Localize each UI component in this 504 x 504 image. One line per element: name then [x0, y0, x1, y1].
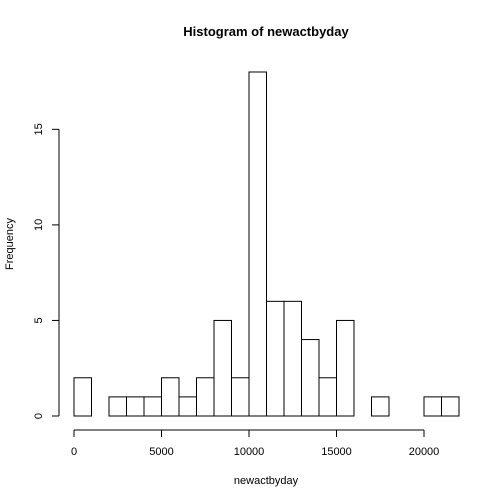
histogram-bar: [318, 377, 337, 417]
histogram-bar: [301, 339, 320, 417]
y-axis-label: Frequency: [4, 218, 16, 270]
histogram-bar: [196, 377, 215, 417]
histogram-bar: [336, 319, 355, 417]
x-tick-label: 20000: [409, 446, 440, 458]
histogram-bar: [266, 300, 285, 417]
histogram-bar: [248, 71, 267, 417]
x-tick-label: 5000: [149, 446, 173, 458]
histogram-bar: [213, 319, 232, 417]
chart-title: Histogram of newactbyday: [183, 24, 349, 39]
x-axis: 0 5000 10000 15000 20000: [71, 429, 440, 458]
y-tick-label: 0: [33, 413, 45, 419]
histogram-bar: [423, 396, 442, 417]
histogram-bar: [126, 396, 145, 417]
histogram-bar: [231, 377, 250, 417]
x-tick-label: 10000: [234, 446, 265, 458]
y-tick-label: 5: [33, 317, 45, 323]
histogram-bar: [441, 396, 460, 417]
histogram-bar: [73, 377, 92, 417]
x-tick-label: 15000: [321, 446, 352, 458]
histogram-bar: [283, 300, 302, 417]
y-tick-label: 10: [33, 219, 45, 231]
bars-group: [73, 71, 460, 417]
y-tick-label: 15: [33, 123, 45, 135]
histogram-bar: [108, 396, 127, 417]
histogram-bar: [143, 396, 162, 417]
histogram-bar: [161, 377, 180, 417]
histogram-bar: [371, 396, 390, 417]
x-axis-label: newactbyday: [234, 475, 299, 487]
histogram-bar: [178, 396, 197, 417]
y-axis: 0 5 10 15: [33, 123, 60, 419]
x-tick-label: 0: [71, 446, 77, 458]
